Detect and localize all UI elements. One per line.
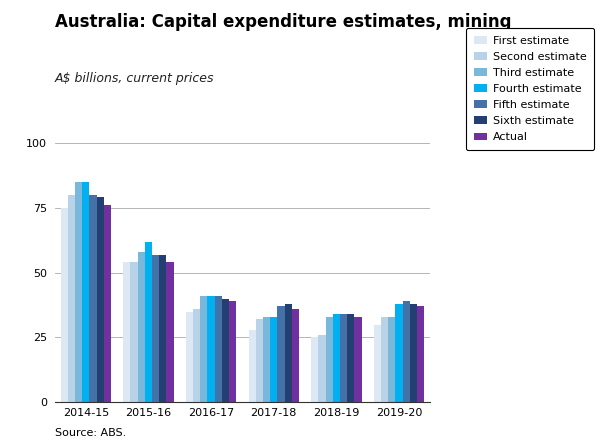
Bar [374,325,381,402]
Bar [402,301,410,402]
Bar [61,208,68,402]
Text: Australia: Capital expenditure estimates, mining: Australia: Capital expenditure estimates… [55,13,511,31]
Bar [138,252,145,402]
Bar [417,306,424,402]
Bar [355,317,362,402]
Bar [222,299,229,402]
Bar [284,304,291,402]
Bar [311,337,318,402]
Bar [229,301,236,402]
Bar [75,182,82,402]
Bar [333,314,340,402]
Bar [347,314,355,402]
Bar [248,330,256,402]
Bar [291,309,299,402]
Bar [68,195,75,402]
Bar [278,306,284,402]
Bar [104,205,111,402]
Bar [270,317,278,402]
Text: A$ billions, current prices: A$ billions, current prices [55,72,214,84]
Bar [186,312,193,402]
Bar [201,296,207,402]
Bar [167,262,174,402]
Bar [123,262,130,402]
Bar [82,182,90,402]
Bar [193,309,201,402]
Bar [325,317,333,402]
Bar [130,262,138,402]
Bar [381,317,388,402]
Bar [152,254,159,402]
Legend: First estimate, Second estimate, Third estimate, Fourth estimate, Fifth estimate: First estimate, Second estimate, Third e… [466,28,594,150]
Bar [207,296,215,402]
Bar [215,296,222,402]
Bar [395,304,402,402]
Text: Source: ABS.: Source: ABS. [55,428,126,438]
Bar [388,317,395,402]
Bar [410,304,417,402]
Bar [159,254,167,402]
Bar [318,335,325,402]
Bar [90,195,96,402]
Bar [256,319,263,402]
Bar [96,198,104,402]
Bar [145,241,152,402]
Bar [340,314,347,402]
Bar [263,317,270,402]
